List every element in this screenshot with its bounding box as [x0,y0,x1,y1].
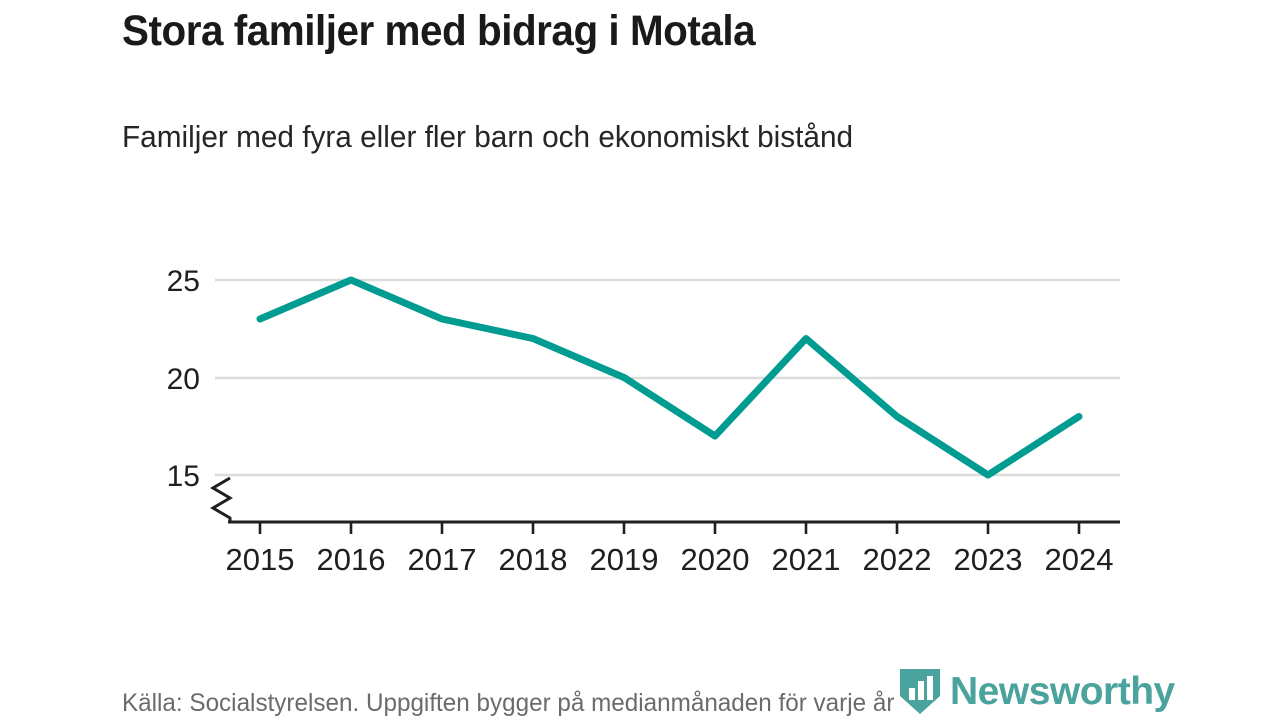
x-tick-label-2022: 2022 [863,542,932,577]
x-tick-label-2015: 2015 [226,542,295,577]
source-note: Källa: Socialstyrelsen. Uppgiften bygger… [122,689,895,717]
x-tick-label-2018: 2018 [499,542,568,577]
newsworthy-logo[interactable]: Newsworthy [898,666,1175,716]
y-tick-label-20: 20 [167,363,200,396]
x-tick-label-2017: 2017 [408,542,477,577]
data-series-line [256,276,1083,479]
gridlines [215,278,1120,477]
x-axis-ticks [258,522,1081,534]
x-tick-label-2016: 2016 [317,542,386,577]
x-tick-label-2024: 2024 [1045,542,1114,577]
axis-break-icon [210,476,233,522]
chart-subtitle: Familjer med fyra eller fler barn och ek… [122,119,854,154]
page-title: Stora familjer med bidrag i Motala [122,7,756,55]
newsworthy-wordmark: Newsworthy [950,669,1175,713]
x-tick-label-2023: 2023 [954,542,1023,577]
y-tick-label-15: 15 [167,460,200,493]
x-tick-label-2021: 2021 [772,542,841,577]
x-tick-label-2020: 2020 [681,542,750,577]
y-axis-labels: 25 20 15 [167,265,200,493]
chart-header: Stora familjer med bidrag i Motala Famil… [122,0,1162,157]
y-tick-label-25: 25 [167,265,200,298]
newsworthy-shield-bars-icon [900,669,940,714]
x-axis-labels: 2015 2016 2017 2018 2019 2020 2021 2022 … [226,542,1114,577]
x-tick-label-2019: 2019 [590,542,659,577]
